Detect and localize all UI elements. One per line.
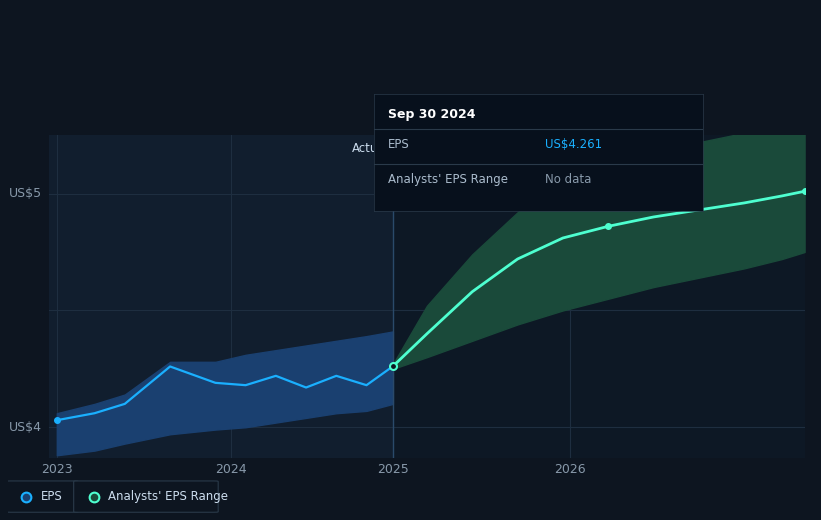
Text: Analysts' EPS Range: Analysts' EPS Range (108, 490, 228, 503)
Text: Analysts Forecasts: Analysts Forecasts (401, 142, 511, 155)
Text: US$5: US$5 (8, 187, 42, 200)
Text: Actual: Actual (352, 142, 389, 155)
Bar (49, 135, 393, 458)
Text: US$4: US$4 (9, 421, 42, 434)
Text: EPS: EPS (388, 138, 409, 151)
Text: Analysts' EPS Range: Analysts' EPS Range (388, 173, 507, 186)
Text: US$4.261: US$4.261 (545, 138, 603, 151)
FancyBboxPatch shape (74, 481, 218, 512)
Text: EPS: EPS (41, 490, 62, 503)
Text: Sep 30 2024: Sep 30 2024 (388, 108, 475, 121)
FancyBboxPatch shape (6, 481, 78, 512)
Bar (393, 135, 805, 458)
Text: No data: No data (545, 173, 591, 186)
